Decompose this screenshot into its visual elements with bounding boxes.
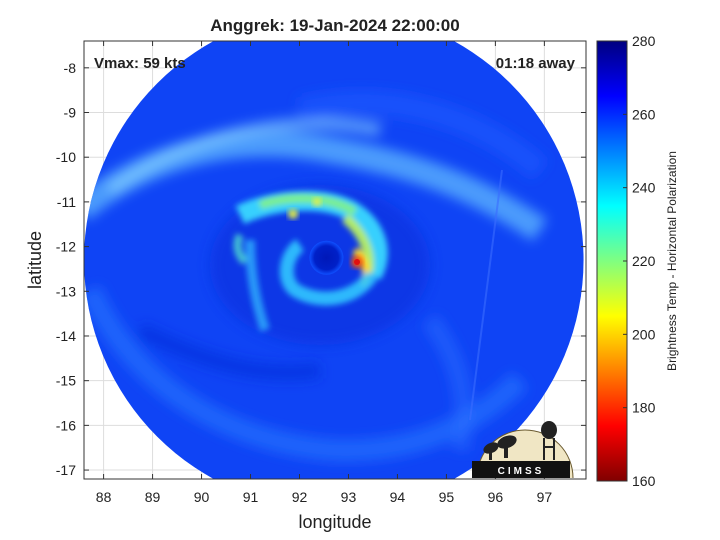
y-tick-label: -14 (56, 328, 76, 344)
water-tower-icon (541, 421, 557, 460)
core-convection (233, 191, 388, 332)
x-tick-label: 89 (145, 489, 161, 505)
plot-frame (83, 40, 587, 480)
colorbar-tick-label: 260 (632, 106, 656, 122)
x-axis-ticks: 88 89 90 91 92 93 94 95 96 97 (96, 41, 553, 505)
x-tick-label: 96 (488, 489, 504, 505)
x-tick-label: 88 (96, 489, 112, 505)
plot-area: 88 89 90 91 92 93 94 95 96 97 -8 -9 -10 -11 -12 -13 -14… (56, 40, 587, 505)
x-tick-label: 90 (194, 489, 210, 505)
cimss-logo: CIMSS (472, 421, 574, 479)
colorbar-tick-label: 280 (632, 33, 656, 49)
colorbar-tick-label: 180 (632, 400, 656, 416)
colorbar-gradient (596, 40, 628, 482)
storm-eye (309, 240, 344, 275)
satellite-dish-icon (483, 435, 517, 460)
microwave-swath (84, 41, 584, 479)
x-tick-label: 91 (243, 489, 259, 505)
y-tick-label: -9 (64, 105, 77, 121)
time-away-annotation: 01:18 away (496, 55, 576, 72)
secondary-warm-spot (288, 209, 298, 219)
y-tick-label: -16 (56, 417, 76, 433)
x-tick-label: 95 (439, 489, 455, 505)
x-axis-label: longitude (298, 512, 371, 532)
x-tick-label: 92 (292, 489, 308, 505)
colorbar-label: Brightness Temp - Horizontal Polarizatio… (665, 151, 679, 371)
colorbar-ticks: 160 180 200 220 240 260 280 (623, 33, 656, 489)
colorbar-tick-label: 160 (632, 473, 656, 489)
x-tick-label: 97 (537, 489, 553, 505)
colorbar-tick-label: 200 (632, 326, 656, 342)
y-tick-label: -12 (56, 239, 76, 255)
colorbar-tick-label: 240 (632, 180, 656, 196)
swath-seam (469, 169, 503, 421)
cimss-logo-text: CIMSS (498, 466, 545, 477)
colorbar: 160 180 200 220 240 260 280 Brightness Temp - … (596, 33, 679, 489)
y-tick-label: -11 (57, 194, 76, 210)
chart-title: Anggrek: 19-Jan-2024 22:00:00 (210, 16, 459, 35)
colorbar-tick-label: 220 (632, 253, 656, 269)
vmax-annotation: Vmax: 59 kts (94, 55, 186, 72)
y-tick-label: -8 (64, 60, 77, 76)
warm-spot-core (354, 259, 360, 265)
x-tick-label: 94 (390, 489, 406, 505)
y-tick-label: -10 (56, 149, 76, 165)
y-axis-label: latitude (25, 231, 45, 289)
y-tick-label: -15 (56, 373, 76, 389)
secondary-warm-spot (313, 198, 321, 206)
y-tick-label: -13 (56, 283, 76, 299)
x-tick-label: 93 (341, 489, 357, 505)
y-axis-ticks: -8 -9 -10 -11 -12 -13 -14 -15 -16 -17 (56, 60, 586, 478)
logo-banner (472, 461, 570, 478)
y-tick-label: -17 (56, 462, 76, 478)
